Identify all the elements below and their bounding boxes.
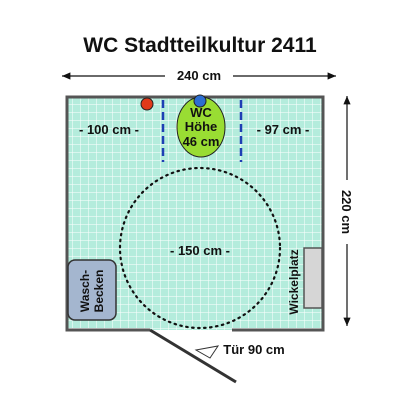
left-clearance-label: - 100 cm - — [79, 122, 139, 137]
sink-label-line1: Wasch- — [78, 270, 92, 312]
toilet-label-line3: 46 cm — [183, 134, 220, 149]
door-handle — [194, 345, 220, 359]
changing-table-label: Wickelplatz — [287, 249, 301, 314]
turning-circle-label: - 150 cm - — [170, 243, 230, 258]
plan-title: WC Stadtteilkultur 2411 — [83, 34, 317, 57]
emergency-call-marker — [140, 97, 154, 111]
flush-button-marker — [193, 94, 207, 108]
toilet-label-line1: WC — [190, 105, 212, 120]
changing-table — [303, 247, 323, 309]
turning-circle — [118, 166, 282, 330]
sink — [67, 259, 117, 321]
width-label: 240 cm — [177, 68, 221, 83]
door-leaf — [149, 328, 237, 384]
right-clearance-label: - 97 cm - — [257, 122, 310, 137]
door-label: Tür 90 cm — [223, 342, 284, 357]
sink-label-line2: Becken — [92, 270, 106, 313]
toilet-label-line2: Höhe — [185, 119, 218, 134]
depth-label: 220 cm — [339, 190, 354, 234]
